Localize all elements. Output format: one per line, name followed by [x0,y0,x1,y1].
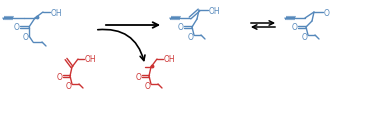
Text: O: O [145,82,151,91]
Text: O: O [302,33,308,42]
Text: O: O [23,32,29,41]
Text: O: O [14,23,20,32]
Text: OH: OH [163,55,175,64]
Text: O: O [57,72,63,81]
Text: O: O [136,72,142,81]
Text: O: O [178,23,184,32]
Text: O: O [66,82,72,91]
Text: O: O [324,8,330,17]
Text: O: O [188,33,194,42]
Text: OH: OH [50,8,62,17]
Text: O: O [292,23,298,32]
Text: OH: OH [84,55,96,64]
Text: OH: OH [208,6,220,15]
FancyArrowPatch shape [98,30,145,61]
